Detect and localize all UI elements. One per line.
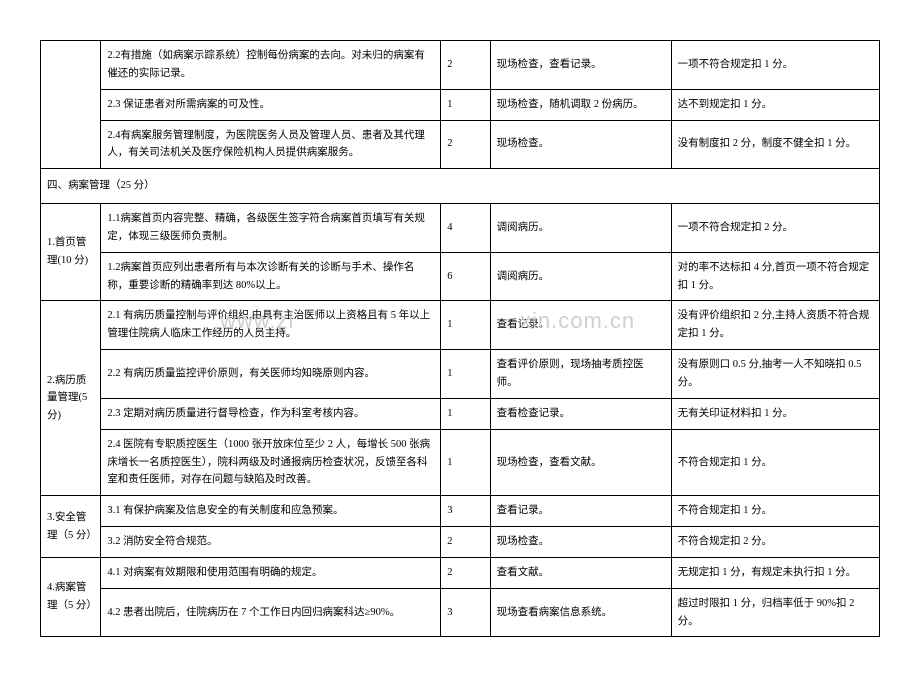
- cell-method: 调阅病历。: [490, 204, 671, 253]
- section-header: 四、病案管理（25 分）: [41, 169, 880, 204]
- cell-score: 2: [441, 41, 490, 90]
- cell-deduction: 对的率不达标扣 4 分,首页一项不符合规定扣 1 分。: [671, 252, 879, 301]
- cell-deduction: 一项不符合规定扣 2 分。: [671, 204, 879, 253]
- cell-criteria: 2.3 定期对病历质量进行督导检查，作为科室考核内容。: [101, 398, 441, 429]
- cell-criteria: 2.4有病案服务管理制度，为医院医务人员及管理人员、患者及其代理人，有关司法机关…: [101, 120, 441, 169]
- cell-method: 查看文献。: [490, 557, 671, 588]
- cell-method: 现场检查，查看记录。: [490, 41, 671, 90]
- table-row: 1.首页管理(10 分) 1.1病案首页内容完整、精确，各级医生签字符合病案首页…: [41, 204, 880, 253]
- cell-score: 1: [441, 429, 490, 496]
- table-row: 2.4有病案服务管理制度，为医院医务人员及管理人员、患者及其代理人，有关司法机关…: [41, 120, 880, 169]
- cell-deduction: 没有制度扣 2 分，制度不健全扣 1 分。: [671, 120, 879, 169]
- cell-criteria: 1.1病案首页内容完整、精确，各级医生签字符合病案首页填写有关规定，体现三级医师…: [101, 204, 441, 253]
- cell-deduction: 一项不符合规定扣 1 分。: [671, 41, 879, 90]
- cell-criteria: 2.2 有病历质量监控评价原则，有关医师均知晓原则内容。: [101, 350, 441, 399]
- table-row: 2.病历质量管理(5 分) 2.1 有病历质量控制与评价组织,由具有主治医师以上…: [41, 301, 880, 350]
- cell-criteria: 2.4 医院有专职质控医生（1000 张开放床位至少 2 人，每增长 500 张…: [101, 429, 441, 496]
- cell-method: 查看记录。: [490, 496, 671, 527]
- table-row: 2.3 保证患者对所需病案的可及性。 1 现场检查，随机调取 2 份病历。 达不…: [41, 89, 880, 120]
- table-row: 2.3 定期对病历质量进行督导检查，作为科室考核内容。 1 查看检查记录。 无有…: [41, 398, 880, 429]
- cell-deduction: 没有原则口 0.5 分,抽考一人不知晓扣 0.5 分。: [671, 350, 879, 399]
- table-row: 2.2有措施（如病案示踪系统）控制每份病案的去向。对未归的病案有催还的实际记录。…: [41, 41, 880, 90]
- table-row: 4.2 患者出院后，住院病历在 7 个工作日内回归病案科达≥90%。 3 现场查…: [41, 588, 880, 637]
- table-row: 1.2病案首页应列出患者所有与本次诊断有关的诊断与手术、操作名称，重要诊断的精确…: [41, 252, 880, 301]
- cell-score: 1: [441, 301, 490, 350]
- page: www.zi xin.com.cn 2.2有措施（如病案示踪系统）控制每份病案的…: [40, 40, 880, 637]
- cell-method: 现场检查。: [490, 120, 671, 169]
- cell-method: 现场检查，随机调取 2 份病历。: [490, 89, 671, 120]
- cell-score: 3: [441, 588, 490, 637]
- cell-criteria: 1.2病案首页应列出患者所有与本次诊断有关的诊断与手术、操作名称，重要诊断的精确…: [101, 252, 441, 301]
- cell-score: 3: [441, 496, 490, 527]
- cell-deduction: 没有评价组织扣 2 分,主持人资质不符合规定扣 1 分。: [671, 301, 879, 350]
- cell-criteria: 4.2 患者出院后，住院病历在 7 个工作日内回归病案科达≥90%。: [101, 588, 441, 637]
- cell-deduction: 不符合规定扣 1 分。: [671, 429, 879, 496]
- cell-criteria: 3.1 有保护病案及信息安全的有关制度和应急预案。: [101, 496, 441, 527]
- cell-deduction: 无规定扣 1 分，有规定未执行扣 1 分。: [671, 557, 879, 588]
- cell-score: 1: [441, 398, 490, 429]
- cell-method: 调阅病历。: [490, 252, 671, 301]
- cell-criteria: 3.2 消防安全符合规范。: [101, 527, 441, 558]
- section-header-row: 四、病案管理（25 分）: [41, 169, 880, 204]
- cell-deduction: 达不到规定扣 1 分。: [671, 89, 879, 120]
- cell-score: 4: [441, 204, 490, 253]
- table-row: 3.2 消防安全符合规范。 2 现场检查。 不符合规定扣 2 分。: [41, 527, 880, 558]
- cell-deduction: 超过时限扣 1 分，归档率低于 90%扣 2 分。: [671, 588, 879, 637]
- cell-deduction: 不符合规定扣 2 分。: [671, 527, 879, 558]
- cell-score: 6: [441, 252, 490, 301]
- cell-criteria: 2.2有措施（如病案示踪系统）控制每份病案的去向。对未归的病案有催还的实际记录。: [101, 41, 441, 90]
- cell-method: 查看评价原则，现场抽考质控医师。: [490, 350, 671, 399]
- cell-deduction: 不符合规定扣 1 分。: [671, 496, 879, 527]
- cell-method: 现场检查。: [490, 527, 671, 558]
- cell-method: 查看检查记录。: [490, 398, 671, 429]
- group-label: 1.首页管理(10 分): [41, 204, 101, 301]
- table-row: 3.安全管理（5 分） 3.1 有保护病案及信息安全的有关制度和应急预案。 3 …: [41, 496, 880, 527]
- table-row: 2.4 医院有专职质控医生（1000 张开放床位至少 2 人，每增长 500 张…: [41, 429, 880, 496]
- cell-criteria: 4.1 对病案有效期限和使用范围有明确的规定。: [101, 557, 441, 588]
- table-row: 4.病案管理（5 分） 4.1 对病案有效期限和使用范围有明确的规定。 2 查看…: [41, 557, 880, 588]
- group-label-continuation: [41, 41, 101, 169]
- assessment-table: 2.2有措施（如病案示踪系统）控制每份病案的去向。对未归的病案有催还的实际记录。…: [40, 40, 880, 637]
- cell-score: 1: [441, 350, 490, 399]
- cell-deduction: 无有关印证材料扣 1 分。: [671, 398, 879, 429]
- cell-score: 2: [441, 120, 490, 169]
- cell-criteria: 2.1 有病历质量控制与评价组织,由具有主治医师以上资格且有 5 年以上管理住院…: [101, 301, 441, 350]
- cell-method: 现场查看病案信息系统。: [490, 588, 671, 637]
- cell-score: 1: [441, 89, 490, 120]
- cell-method: 现场检查，查看文献。: [490, 429, 671, 496]
- cell-score: 2: [441, 557, 490, 588]
- cell-score: 2: [441, 527, 490, 558]
- group-label: 2.病历质量管理(5 分): [41, 301, 101, 496]
- group-label: 3.安全管理（5 分）: [41, 496, 101, 558]
- cell-criteria: 2.3 保证患者对所需病案的可及性。: [101, 89, 441, 120]
- cell-method: 查看记录。: [490, 301, 671, 350]
- table-row: 2.2 有病历质量监控评价原则，有关医师均知晓原则内容。 1 查看评价原则，现场…: [41, 350, 880, 399]
- group-label: 4.病案管理（5 分）: [41, 557, 101, 637]
